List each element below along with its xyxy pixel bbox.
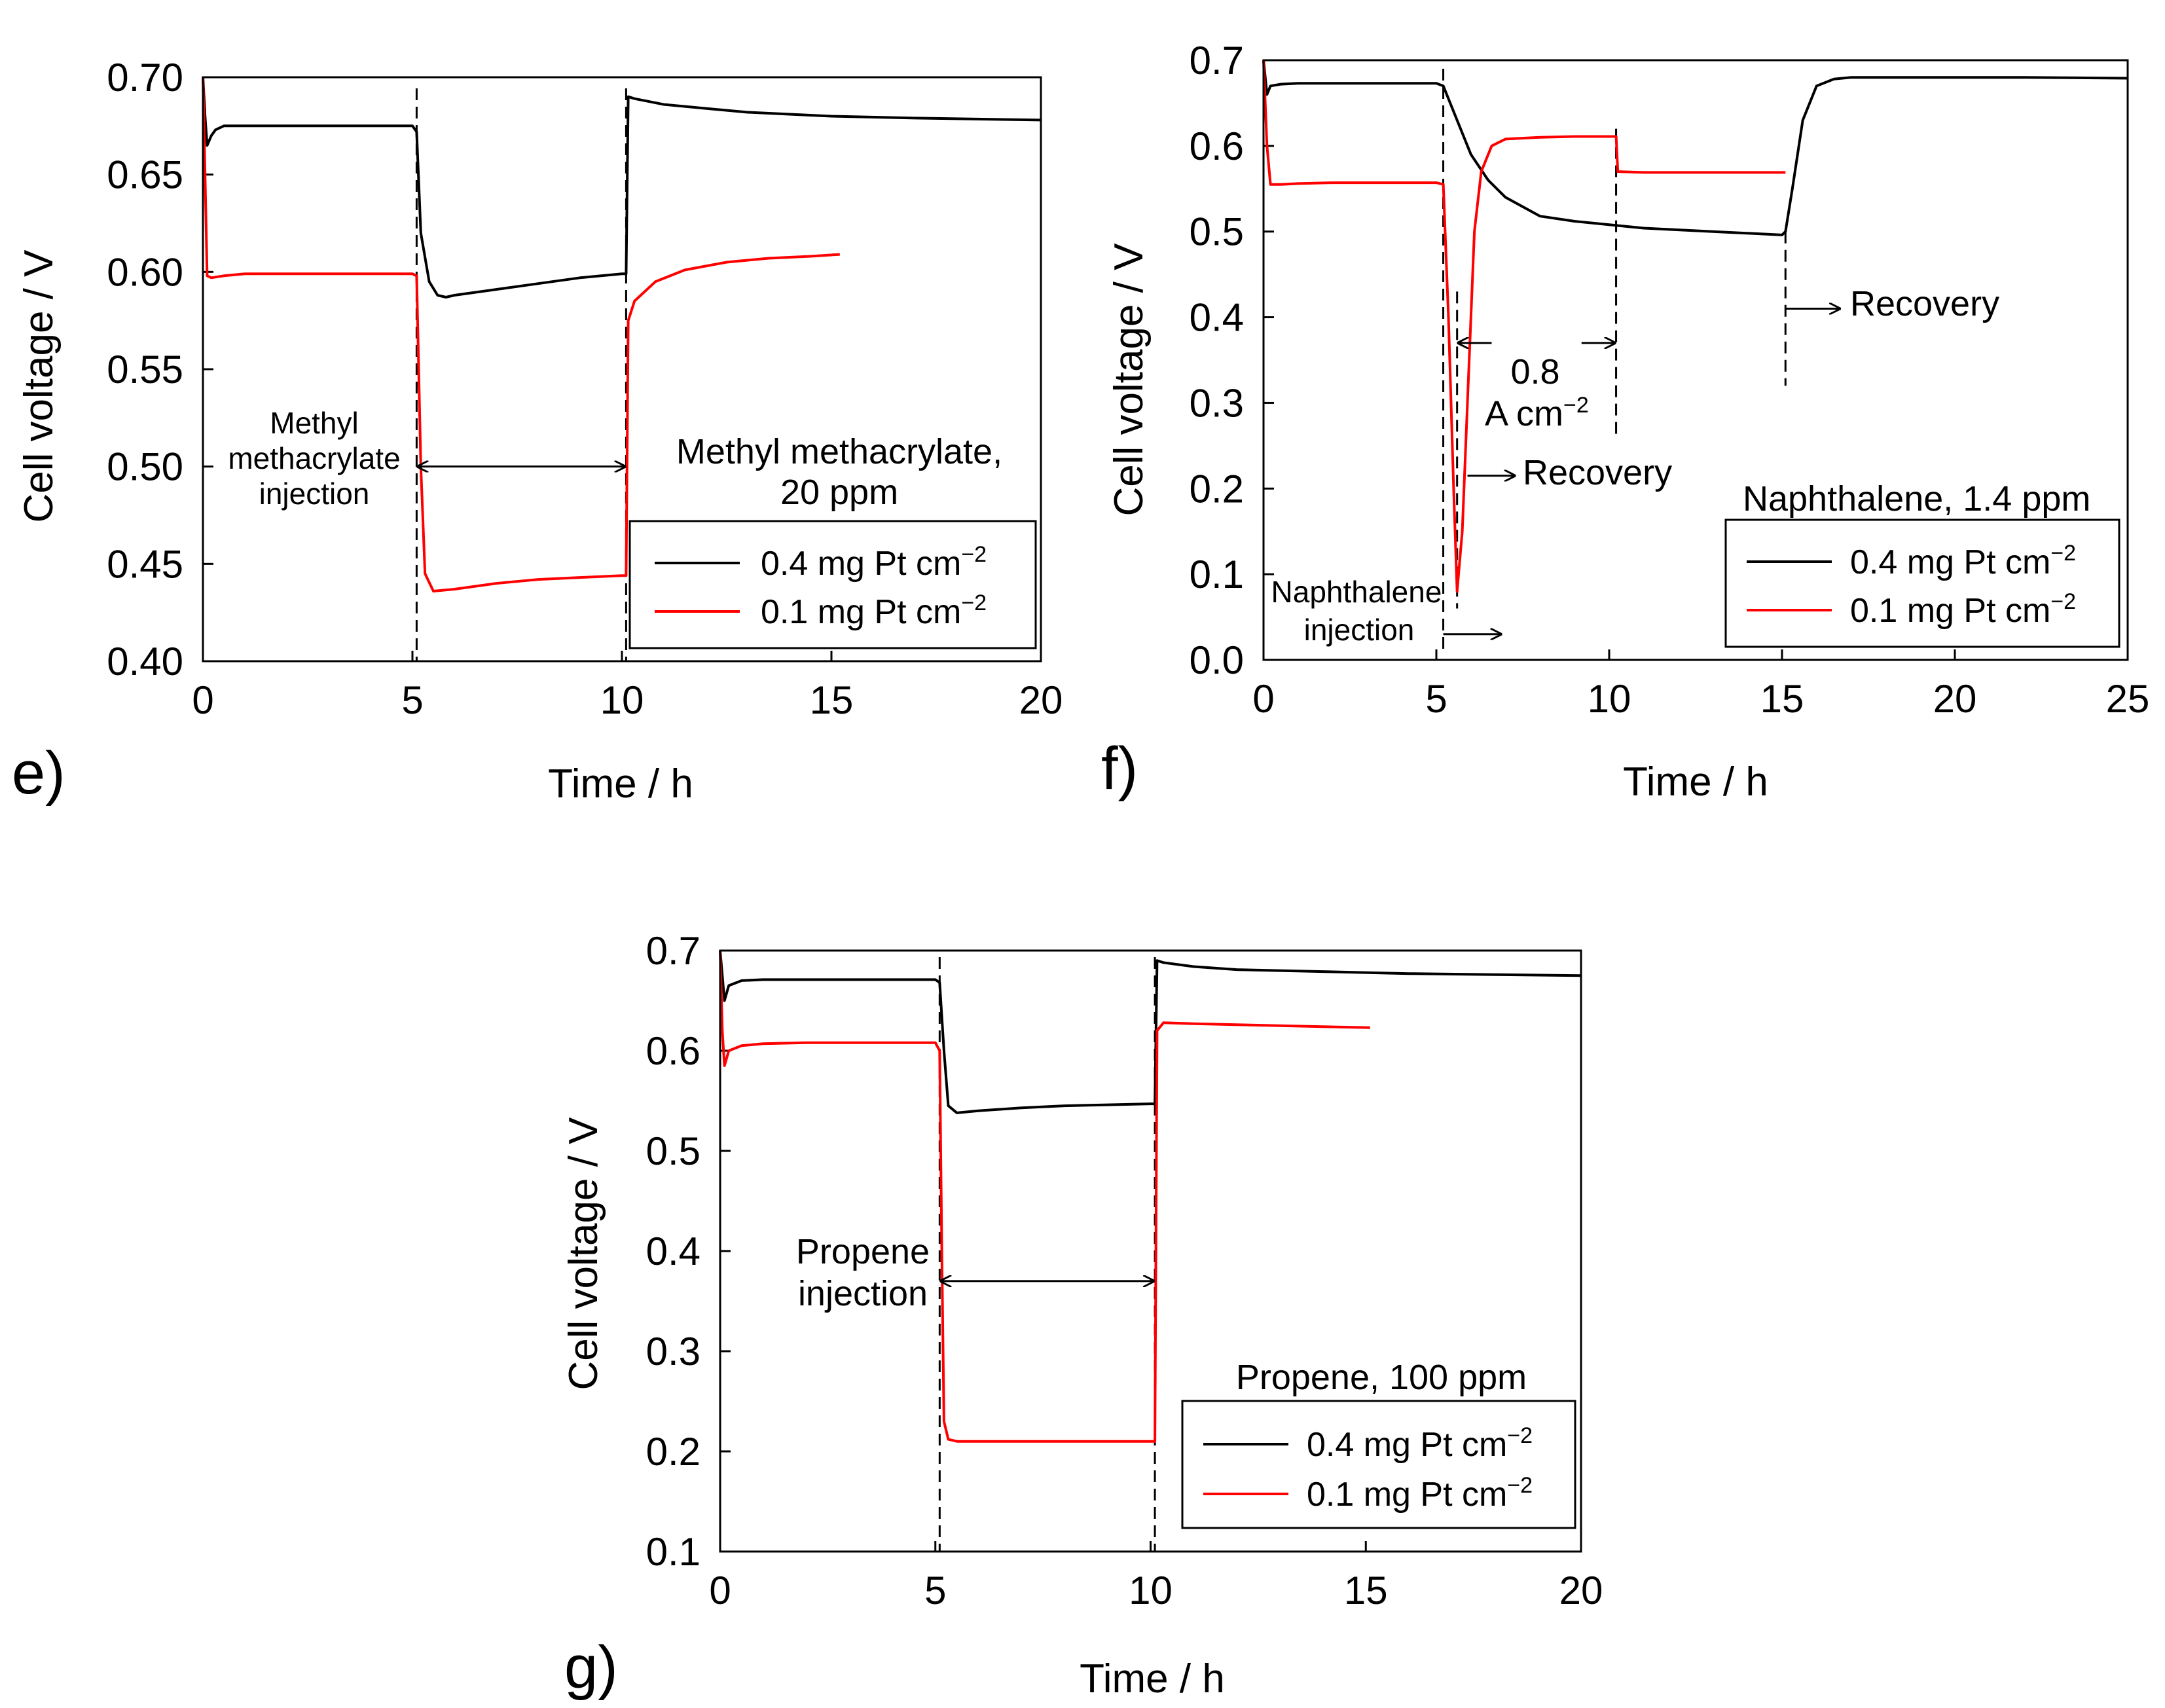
panel-e-ticks: 0 5 10 15 20 0.40 0.45 0.50 0.55 0.60 0.65 0.70	[107, 56, 1063, 722]
panel-f-recovery-label-2: Recovery	[1850, 284, 1999, 323]
series-line-black	[1262, 60, 2128, 236]
series-line-black	[202, 77, 1042, 299]
panel-e-injection-label-3: injection	[259, 477, 370, 511]
panel-g-plot-frame	[719, 949, 1582, 1553]
panel-f-series	[1262, 60, 2128, 593]
panel-f: 0 5 10 15 20 25 0.0 0.1 0.2 0.3 0.4 0.5 0.6 0.7 Cell …	[1101, 39, 2149, 805]
panel-e-legend: 0.4 mg Pt cm−2 0.1 mg Pt cm−2	[628, 520, 1037, 649]
y-tick-label: 0.4	[646, 1229, 700, 1273]
x-tick-label: 10	[1129, 1569, 1173, 1612]
panel-f-legend-entry-2: 0.1 mg Pt cm−2	[1850, 589, 2076, 630]
panel-e-ylabel: Cell voltage / V	[16, 249, 62, 523]
panel-e-title-line-2: 20 ppm	[780, 473, 898, 512]
x-tick-label: 5	[1425, 677, 1447, 721]
panel-e-injection-lines	[415, 88, 627, 661]
x-tick-label: 15	[810, 678, 854, 722]
y-tick-label: 0.1	[1190, 553, 1244, 596]
x-tick-label: 20	[1559, 1569, 1603, 1612]
panel-g-title: Propene, 100 ppm	[1236, 1358, 1527, 1397]
x-tick-label: 15	[1760, 677, 1804, 721]
panel-e-title-line-1: Methyl methacrylate,	[676, 432, 1002, 471]
series-line-red	[1262, 60, 1786, 593]
panel-g-ticks: 0 5 10 15 20 0.1 0.2 0.3 0.4 0.5 0.6 0.7	[646, 929, 1603, 1612]
panel-g-legend-entry-1: 0.4 mg Pt cm−2	[1307, 1423, 1533, 1464]
y-tick-label: 0.2	[1190, 467, 1244, 511]
x-tick-label: 15	[1344, 1569, 1388, 1612]
series-line-black	[719, 950, 1582, 1114]
x-tick-label: 20	[1019, 678, 1063, 722]
panel-e-injection-label-1: Methyl	[270, 406, 358, 440]
y-tick-label: 0.45	[107, 542, 183, 586]
panel-e-series	[202, 77, 1042, 592]
y-tick-label: 0.3	[1190, 381, 1244, 425]
panel-g-injection-label-2: injection	[798, 1274, 928, 1313]
y-tick-label: 0.5	[646, 1129, 700, 1173]
y-tick-label: 0.50	[107, 445, 183, 489]
y-tick-label: 0.1	[646, 1530, 700, 1574]
x-tick-label: 25	[2106, 677, 2150, 721]
y-tick-label: 0.4	[1190, 296, 1244, 340]
panel-e-plot-frame	[202, 76, 1042, 663]
x-tick-label: 10	[1588, 677, 1631, 721]
panel-f-recovery-label-1: Recovery	[1523, 453, 1672, 492]
y-tick-label: 0.70	[107, 56, 183, 100]
y-tick-label: 0.60	[107, 250, 183, 294]
panel-g: 0 5 10 15 20 0.1 0.2 0.3 0.4 0.5 0.6 0.7 Cell volta…	[561, 929, 1603, 1701]
x-tick-label: 5	[401, 678, 423, 722]
panel-f-legend: 0.4 mg Pt cm−2 0.1 mg Pt cm−2	[1724, 518, 2120, 648]
panel-f-injection-label-2: injection	[1304, 613, 1415, 647]
panel-f-plot-frame	[1262, 59, 2129, 661]
panel-e-letter: e)	[12, 740, 65, 807]
y-tick-label: 0.2	[646, 1430, 700, 1474]
panel-f-title: Naphthalene, 1.4 ppm	[1743, 479, 2090, 518]
panel-g-ylabel: Cell voltage / V	[561, 1117, 606, 1390]
panel-f-letter: f)	[1101, 735, 1138, 802]
y-tick-label: 0.6	[1190, 124, 1244, 168]
panel-f-arrows	[1443, 308, 1841, 634]
y-tick-label: 0.55	[107, 348, 183, 391]
y-tick-label: 0.5	[1190, 210, 1244, 254]
panel-f-injection-label-1: Naphthalene	[1271, 575, 1442, 609]
panel-e-injection-label-2: methacrylate	[228, 441, 400, 475]
panel-e-legend-entry-1: 0.4 mg Pt cm−2	[761, 542, 987, 583]
x-tick-label: 20	[1933, 677, 1977, 721]
panel-f-legend-entry-1: 0.4 mg Pt cm−2	[1850, 541, 2076, 581]
panel-e: 0 5 10 15 20 0.40 0.45 0.50 0.55 0.60 0.65 0.70 Cel…	[12, 56, 1063, 807]
panel-g-letter: g)	[564, 1634, 618, 1701]
panel-e-xlabel: Time / h	[548, 761, 693, 807]
y-tick-label: 0.6	[646, 1029, 700, 1073]
panel-f-ticks: 0 5 10 15 20 25 0.0 0.1 0.2 0.3 0.4 0.5 0.6 0.7	[1190, 39, 2150, 721]
panel-g-xlabel: Time / h	[1080, 1656, 1225, 1701]
y-tick-label: 0.7	[1190, 39, 1244, 82]
panel-f-ylabel: Cell voltage / V	[1106, 243, 1152, 517]
x-tick-label: 5	[924, 1569, 946, 1612]
panel-g-injection-label-1: Propene	[796, 1232, 930, 1271]
panel-g-legend-entry-2: 0.1 mg Pt cm−2	[1307, 1473, 1533, 1514]
panel-g-legend: 0.4 mg Pt cm−2 0.1 mg Pt cm−2	[1181, 1400, 1576, 1529]
x-tick-label: 10	[600, 678, 644, 722]
x-tick-label: 0	[709, 1569, 731, 1612]
panel-g-injection-lines	[938, 957, 1156, 1552]
series-line-red	[202, 77, 840, 592]
panel-f-xlabel: Time / h	[1623, 759, 1768, 805]
panel-e-legend-entry-2: 0.1 mg Pt cm−2	[761, 591, 987, 631]
x-tick-label: 0	[1252, 677, 1274, 721]
y-tick-label: 0.40	[107, 640, 183, 683]
y-tick-label: 0.65	[107, 153, 183, 197]
y-tick-label: 0.0	[1190, 638, 1244, 682]
panel-g-series	[719, 950, 1582, 1443]
x-tick-label: 0	[192, 678, 213, 722]
series-line-red	[719, 950, 1370, 1443]
y-tick-label: 0.7	[646, 929, 700, 973]
panel-f-current-unit: A cm−2	[1485, 393, 1589, 433]
y-tick-label: 0.3	[646, 1330, 700, 1373]
panel-f-current-value: 0.8	[1510, 352, 1559, 391]
